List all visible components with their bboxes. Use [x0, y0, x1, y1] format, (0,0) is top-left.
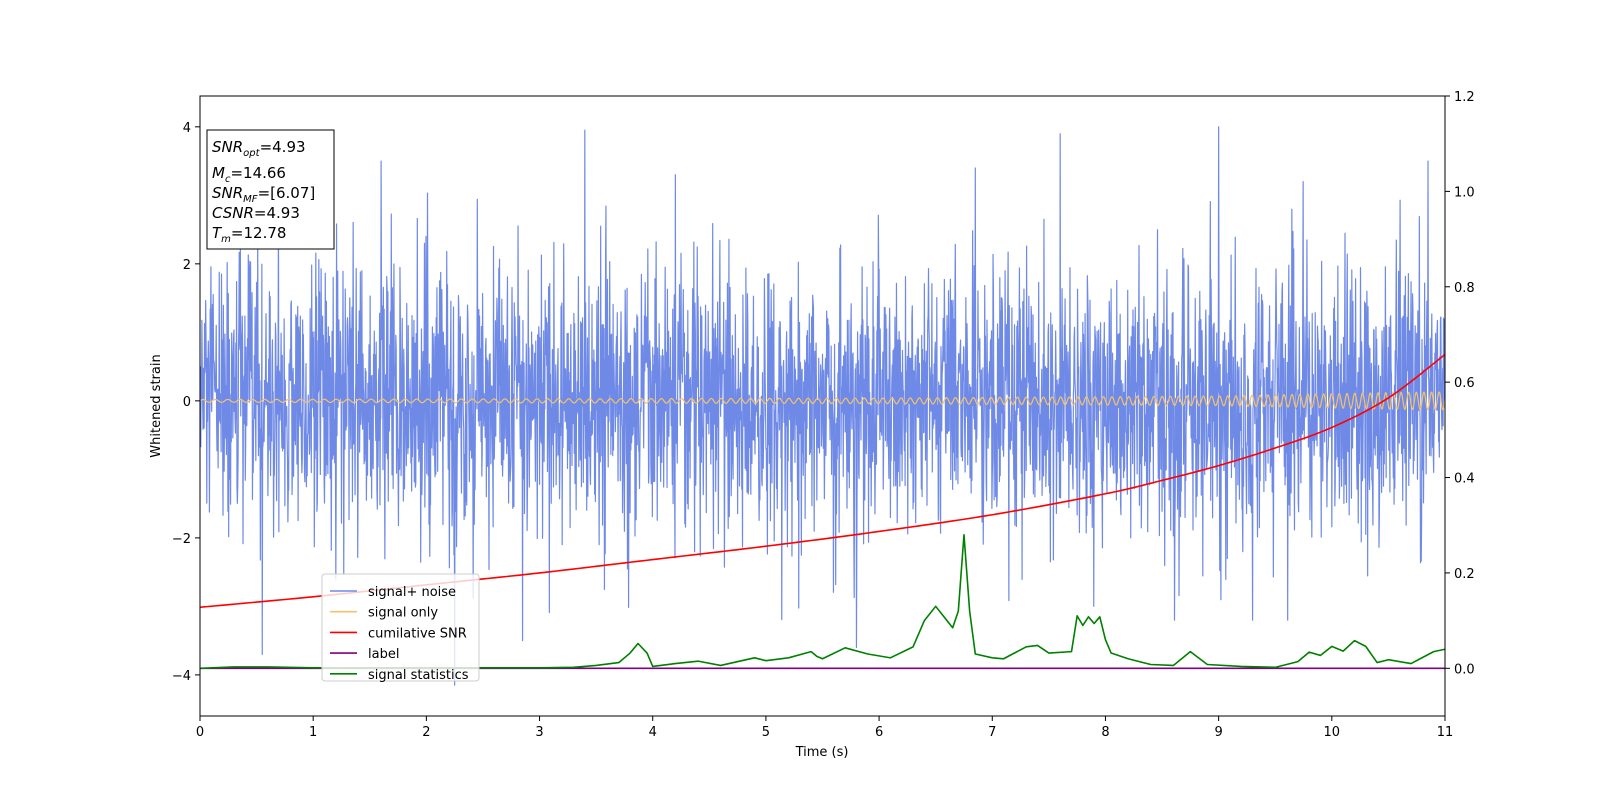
y-right-tick-label-1: 0.2: [1454, 567, 1475, 582]
csnr-line: CSNR=4.93: [212, 204, 300, 222]
legend-label-signal-noise: signal+ noise: [368, 585, 456, 600]
y-axis-label: Whitened strain: [149, 354, 164, 457]
y-right-tick-label-6: 1.2: [1454, 90, 1475, 105]
y-right-tick-label-2: 0.4: [1454, 472, 1475, 487]
y-left-tick-label-4: 4: [183, 121, 191, 136]
y-right-tick-label-5: 1.0: [1454, 185, 1475, 200]
x-tick-label-9: 9: [1214, 725, 1222, 740]
x-tick-label-11: 11: [1437, 725, 1454, 740]
y-left-tick-label-1: −2: [172, 532, 191, 547]
snr-opt-line: SNRopt=4.93: [212, 138, 306, 159]
x-tick-label-5: 5: [762, 725, 770, 740]
x-tick-label-8: 8: [1101, 725, 1109, 740]
plot-frame: [199, 95, 1446, 717]
x-tick-label-6: 6: [875, 725, 883, 740]
y-left-tick-label-2: 0: [183, 395, 191, 410]
x-axis-ticks: 0 1 2 3 4 5 6 7 8 9 10 11: [196, 716, 1453, 740]
x-tick-label-1: 1: [309, 725, 317, 740]
y-left-axis-ticks: −4 −2 0 2 4: [172, 121, 200, 684]
x-tick-label-10: 10: [1324, 725, 1341, 740]
y-right-axis-ticks: 0.0 0.2 0.4 0.6 0.8 1.0 1.2: [1445, 90, 1475, 677]
x-tick-label-7: 7: [988, 725, 996, 740]
x-axis-label: Time (s): [795, 745, 849, 760]
snr-mf-line: SNRMF=[6.07]: [212, 184, 315, 205]
x-tick-label-4: 4: [649, 725, 657, 740]
mc-line: Mc=14.66: [212, 164, 286, 185]
series-line-signal-only: [200, 391, 1445, 411]
y-right-tick-label-3: 0.6: [1454, 376, 1475, 391]
legend-label-cumulative-snr: cumilative SNR: [368, 626, 467, 641]
legend: signal+ noise signal only cumilative SNR la…: [321, 573, 480, 683]
legend-label-signal-only: signal only: [368, 606, 438, 621]
y-right-tick-label-0: 0.0: [1454, 662, 1475, 677]
legend-label-label: label: [368, 647, 399, 662]
y-left-tick-label-3: 2: [183, 258, 191, 273]
y-right-tick-label-4: 0.8: [1454, 281, 1475, 296]
y-left-tick-label-0: −4: [172, 669, 191, 684]
tm-line: Tm=12.78: [212, 224, 286, 245]
series-line-signal-noise: [200, 126, 1445, 686]
x-tick-label-3: 3: [535, 725, 543, 740]
annotation-box: SNRopt=4.93 Mc=14.66 SNRMF=[6.07] CSNR=4…: [206, 129, 335, 250]
legend-label-signal-statistics: signal statistics: [368, 668, 469, 683]
x-tick-label-2: 2: [422, 725, 430, 740]
series-line-signal-statistics: [200, 533, 1445, 670]
x-tick-label-0: 0: [196, 725, 204, 740]
